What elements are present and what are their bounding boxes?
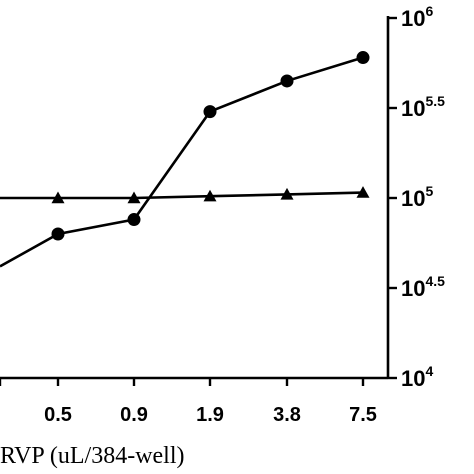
x-tick-label: 0.5 <box>44 404 72 426</box>
y-tick-label: 105 <box>401 183 433 211</box>
series-line-1 <box>0 56 364 268</box>
x-axis-label: RVP (uL/384-well) <box>0 443 185 469</box>
data-point-triangle-3 <box>203 189 217 202</box>
x-tick-label: 7.5 <box>349 404 377 426</box>
x-tick-label: 1.9 <box>196 404 224 426</box>
data-point-triangle-4 <box>280 187 294 200</box>
data-point-circle-5 <box>356 51 370 65</box>
x-tick-label: 3.8 <box>273 404 301 426</box>
data-point-circle-1 <box>51 227 65 241</box>
x-tick-label: 0.9 <box>120 404 148 426</box>
data-point-triangle-5 <box>356 186 370 198</box>
y-tick-label: 106 <box>401 3 433 31</box>
data-point-circle-3 <box>203 105 217 119</box>
y-tick-label: 105.5 <box>401 93 445 121</box>
series-line-2 <box>0 191 364 200</box>
axis-layer: 0.5 0.9 1.9 3.8 7.5 104 104.5 105 105.5 106 <box>0 3 445 426</box>
y-tick-label: 104 <box>401 363 433 391</box>
series-layer <box>0 51 370 268</box>
data-point-circle-2 <box>127 213 141 227</box>
data-point-triangle-2 <box>127 191 141 204</box>
y-tick-label: 104.5 <box>401 273 445 301</box>
data-point-triangle-1 <box>51 191 65 204</box>
data-point-circle-4 <box>280 74 294 88</box>
